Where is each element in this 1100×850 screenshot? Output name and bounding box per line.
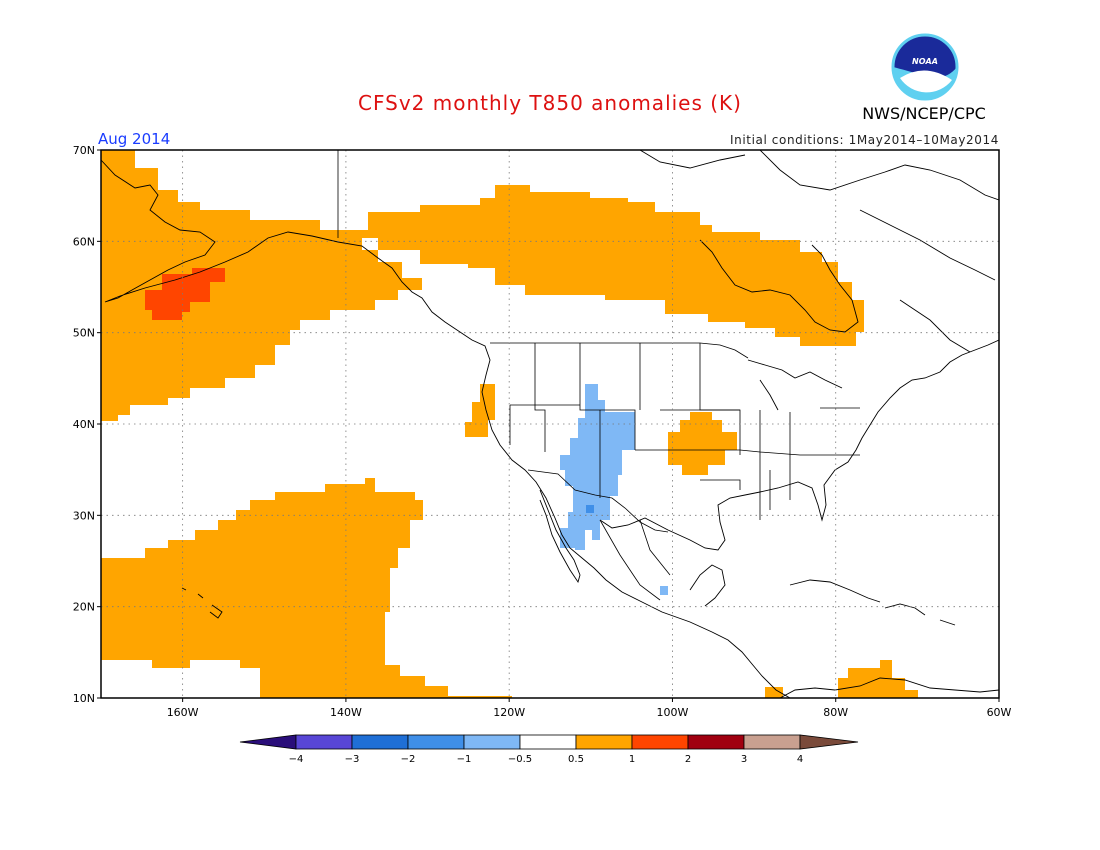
colorbar-low-arrow xyxy=(239,734,297,750)
lat-tick-label: 70N xyxy=(73,144,95,157)
colorbar-label: 3 xyxy=(741,754,747,765)
colorbar-swatch xyxy=(743,734,801,750)
colorbar-label: −3 xyxy=(345,754,360,765)
chart-title: CFSv2 monthly T850 anomalies (K) xyxy=(358,91,742,115)
lon-tick-label: 120W xyxy=(493,706,525,719)
colorbar-label: 2 xyxy=(685,754,691,765)
lon-tick-label: 100W xyxy=(657,706,689,719)
lon-tick-label: 140W xyxy=(330,706,362,719)
anomaly-canada xyxy=(338,185,864,346)
colorbar-label: −4 xyxy=(289,754,304,765)
initial-conditions-label: Initial conditions: 1May2014–10May2014 xyxy=(730,133,999,147)
noaa-logo-icon: NOAA xyxy=(891,33,959,101)
strong-positive-anomaly-alaska xyxy=(145,268,225,320)
gridlines xyxy=(101,150,999,698)
colorbar-swatch xyxy=(687,734,745,750)
negative-anomaly-gulf-mexico xyxy=(660,586,668,595)
month-label: Aug 2014 xyxy=(98,130,170,148)
colorbar-label: 4 xyxy=(797,754,803,765)
lat-tick-label: 30N xyxy=(73,509,95,522)
map-plot-area xyxy=(101,150,999,698)
lat-tick-label: 40N xyxy=(73,418,95,431)
colorbar-label: 0.5 xyxy=(568,754,584,765)
negative-anomaly-southwest-us xyxy=(560,384,635,550)
lon-tick-label: 60W xyxy=(987,706,1012,719)
coastlines xyxy=(101,150,999,698)
colorbar-swatch xyxy=(351,734,409,750)
colorbar-swatch xyxy=(407,734,465,750)
anomaly-subtropical-pacific xyxy=(101,478,512,698)
colorbar-swatch xyxy=(631,734,689,750)
anomaly-alaska-gulf xyxy=(101,150,422,421)
lat-tick-label: 20N xyxy=(73,601,95,614)
colorbar-label: −1 xyxy=(457,754,472,765)
colorbar-swatch xyxy=(463,734,521,750)
colorbar-swatch xyxy=(295,734,353,750)
lat-tick-label: 10N xyxy=(73,692,95,705)
colorbar-label: −2 xyxy=(401,754,416,765)
latitude-axis: 70N 60N 50N 40N 30N 20N 10N xyxy=(73,144,101,705)
agency-label: NWS/NCEP/CPC xyxy=(862,104,986,123)
lon-tick-label: 160W xyxy=(167,706,199,719)
lat-tick-label: 50N xyxy=(73,327,95,340)
colorbar-label: −0.5 xyxy=(508,754,532,765)
anomaly-kansas xyxy=(668,412,737,475)
noaa-logo-text: NOAA xyxy=(912,57,938,66)
anomaly-central-america xyxy=(765,687,783,698)
colorbar-high-arrow xyxy=(799,734,859,750)
colorbar-swatch xyxy=(575,734,633,750)
political-boundaries xyxy=(337,150,860,601)
negative-anomaly-regions xyxy=(560,384,668,595)
lon-tick-label: 80W xyxy=(823,706,848,719)
colorbar-label: 1 xyxy=(629,754,635,765)
colorbar-swatch xyxy=(519,734,577,750)
colorbar: −4 −3 −2 −1 −0.5 0.5 1 2 3 4 xyxy=(239,734,859,765)
longitude-axis: 160W 140W 120W 100W 80W 60W xyxy=(167,698,1012,719)
lat-tick-label: 60N xyxy=(73,235,95,248)
negative-anomaly-darker xyxy=(586,505,594,513)
